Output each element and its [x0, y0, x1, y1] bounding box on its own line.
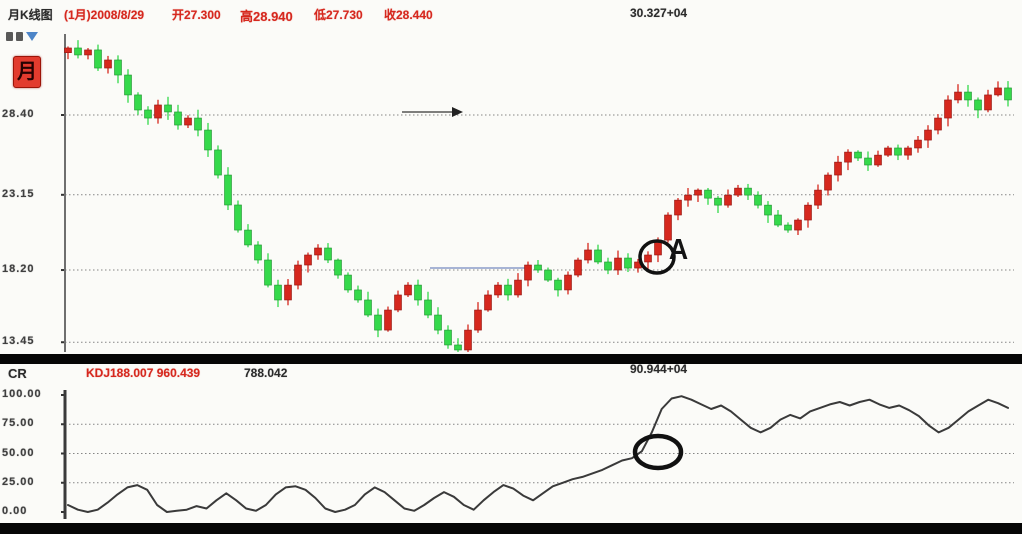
indicator-right-value: 90.944+04 — [630, 362, 688, 376]
period-badge[interactable]: 月 — [13, 56, 41, 88]
open-value-label: 开27.300 — [172, 8, 221, 22]
indicator-name-label: CR — [8, 366, 27, 381]
glyph-mark-icon — [6, 32, 13, 41]
bottom-bar — [0, 523, 1022, 534]
toolbar-marks — [6, 32, 38, 41]
panel-separator-bar — [0, 354, 1022, 364]
low-value-label: 低27.730 — [314, 8, 363, 22]
main-right-value: 30.327+04 — [630, 6, 688, 20]
period-date-label: (1月)2008/8/29 — [64, 8, 145, 22]
indicator-values-red: KDJ188.007 960.439 — [86, 366, 201, 380]
high-value-label: 高28.940 — [240, 9, 293, 24]
triangle-down-icon — [26, 32, 38, 41]
annotation-letter-a: A — [668, 234, 689, 266]
main-chart-title: 月K线图 — [8, 8, 53, 22]
glyph-mark-icon — [16, 32, 23, 41]
indicator-value-dark: 788.042 — [244, 366, 288, 380]
close-value-label: 收28.440 — [384, 8, 433, 22]
